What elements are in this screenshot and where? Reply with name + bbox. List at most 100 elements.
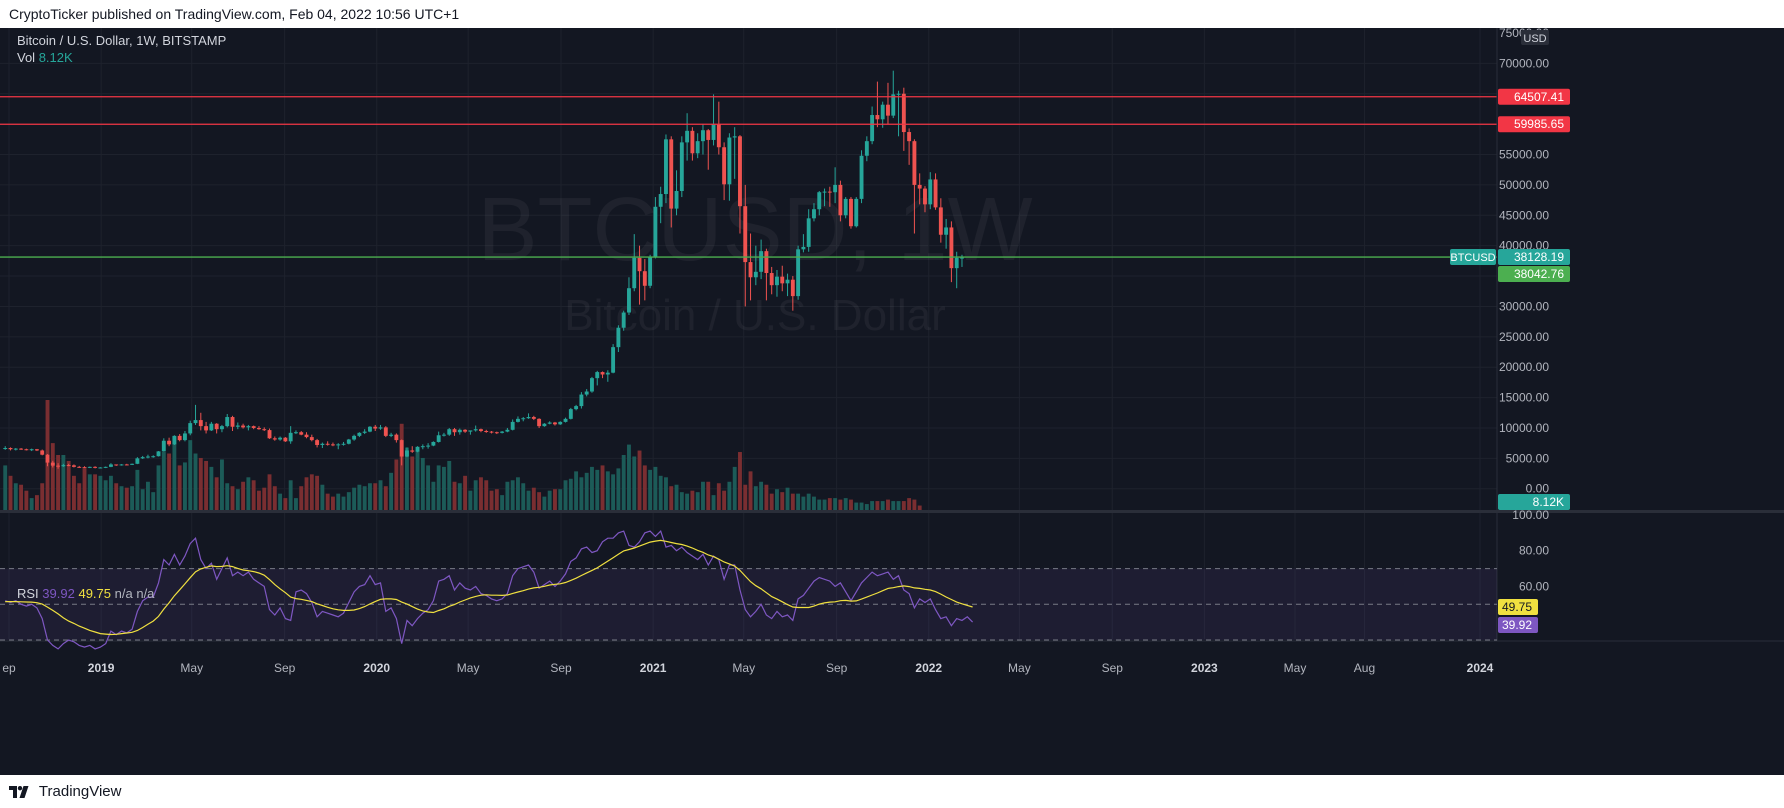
currency-badge [1521, 30, 1549, 45]
volume-bar [463, 475, 468, 510]
time-tick-label: Sep [550, 661, 572, 675]
volume-bar [690, 490, 695, 510]
candle-body [447, 429, 452, 435]
rsi-axis: 60.00 80.00 100.00 [1512, 508, 1549, 593]
candle-body [553, 422, 557, 425]
volume-bar [389, 472, 394, 510]
volume-bar [140, 489, 145, 510]
candle-body [595, 372, 600, 379]
candle-body [801, 246, 806, 250]
candle-body [743, 206, 748, 263]
candle-body [669, 139, 674, 209]
volume-bar [679, 492, 684, 510]
volume-bar [272, 486, 277, 510]
candle-body [648, 256, 653, 286]
candle-body [283, 437, 288, 442]
candle-body [526, 417, 531, 419]
rsi-value-tag: 39.92 [1498, 616, 1538, 633]
volume-bar [489, 490, 494, 510]
volume-bar [114, 483, 119, 510]
grid [0, 28, 1497, 639]
candle-body [452, 429, 457, 433]
volume-bar [172, 437, 177, 510]
volume-bar [66, 460, 71, 510]
price-tag-line-text: 38128.19 [1514, 250, 1564, 264]
volume-bar [320, 484, 325, 510]
volume-bar [664, 477, 668, 510]
volume-bar [50, 443, 55, 510]
price-tick-label: 10000.00 [1499, 421, 1549, 435]
candle-body [960, 257, 964, 259]
candle-body [426, 445, 431, 447]
volume-bar [325, 493, 330, 510]
volume-bar [3, 465, 8, 510]
candle-body [357, 432, 362, 436]
candle-body [241, 425, 246, 428]
volume-bar [442, 466, 446, 510]
time-tick-label: ep [2, 661, 16, 675]
volume-bar [8, 475, 13, 510]
price-tick-label: 5000.00 [1506, 451, 1550, 465]
rsi-tick-label: 60.00 [1519, 579, 1549, 593]
volume-bar [658, 475, 663, 510]
volume-bar [431, 481, 436, 510]
volume-bar [267, 474, 272, 510]
volume-bar [769, 493, 774, 510]
volume-bar [627, 444, 631, 510]
price-tag-last-text: 38042.76 [1514, 267, 1564, 281]
candle-body [87, 466, 92, 468]
candle-body [891, 94, 896, 116]
candle-body [817, 192, 822, 210]
volume-bar [151, 492, 156, 510]
candle-body [288, 432, 293, 442]
volume-bar [56, 455, 61, 510]
rsi-tick-label: 80.00 [1519, 544, 1549, 558]
candle-body [66, 465, 71, 467]
price-tag-line: 38128.19 [1498, 249, 1570, 266]
volume-bar [912, 499, 917, 510]
volume-bar [225, 483, 230, 510]
tradingview-logo-icon [9, 786, 29, 799]
price-tag-59985-bg [1498, 116, 1570, 133]
volume-bar [135, 469, 140, 510]
volume-bar [251, 480, 256, 510]
volume-bar [436, 465, 441, 510]
candle-body [627, 288, 631, 313]
volume-bar [40, 483, 45, 510]
candle-body [822, 191, 827, 193]
volume-bar [399, 423, 404, 510]
price-tag-last: 38042.76 [1498, 266, 1570, 283]
candle-body [854, 198, 859, 227]
volume-bar [405, 447, 409, 510]
volume-bar [563, 480, 568, 510]
volume-bar [531, 487, 536, 510]
volume-bar [346, 492, 351, 510]
candle-body [378, 427, 383, 429]
volume-bar [246, 477, 251, 510]
candle-body [600, 372, 605, 375]
volume-bar [880, 501, 885, 510]
candle-body [928, 179, 933, 205]
candle-body [71, 465, 76, 467]
volume-bar [732, 466, 737, 510]
volume-bar [373, 483, 378, 510]
candle-body [473, 429, 478, 431]
volume-bar [383, 486, 388, 510]
volume-bar [738, 452, 742, 510]
candle-body [183, 433, 187, 441]
volume-bar [209, 466, 214, 510]
candle-body [336, 444, 341, 446]
volume-bar [220, 459, 224, 510]
volume-bar [812, 496, 816, 510]
candle-body [701, 130, 705, 142]
volume-bar [204, 460, 209, 510]
candle-body [912, 141, 917, 185]
volume-bar [785, 487, 790, 510]
candle-body [109, 464, 113, 467]
volume-bar [859, 502, 864, 510]
chart-canvas[interactable]: BTCUSD, 1W Bitcoin / U.S. Dollar 0.00 5000.… [0, 28, 1784, 775]
candle-body [859, 155, 864, 199]
candle-body [304, 434, 309, 438]
time-tick-label: 2019 [88, 661, 115, 675]
price-tag-64507-bg [1498, 88, 1570, 105]
